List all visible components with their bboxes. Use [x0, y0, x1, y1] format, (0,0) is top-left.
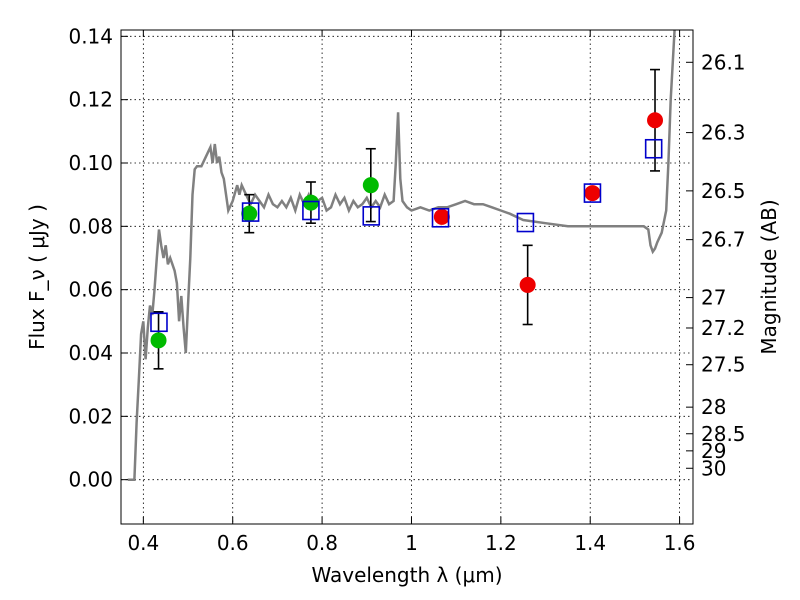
data-point	[647, 112, 664, 129]
data-point	[241, 205, 258, 222]
mag-tick-label: 28	[701, 395, 726, 419]
mag-tick-label: 27.5	[701, 353, 746, 377]
mag-tick-label: 27	[701, 286, 726, 310]
y-tick-label: 0.02	[68, 404, 113, 428]
y-tick-label: 0.08	[68, 214, 113, 238]
model-point	[241, 202, 260, 222]
y-axis-ticks: 0.00 0.02 0.04 0.06 0.08 0.10 0.12 0.14	[68, 24, 128, 492]
data-markers	[150, 112, 664, 349]
mag-tick-label: 26.5	[701, 179, 746, 203]
x-tick-label: 1	[405, 531, 418, 555]
model-point	[362, 206, 381, 226]
x-tick-label: 1.4	[574, 531, 606, 555]
mag-tick-label: 26.7	[701, 228, 746, 252]
data-point	[433, 208, 450, 225]
model-point	[644, 138, 663, 159]
y-tick-label: 0.14	[68, 24, 113, 48]
model-point	[150, 312, 168, 333]
plot-frame	[120, 29, 694, 525]
grid-lines	[121, 30, 693, 524]
x-tick-label: 0.8	[306, 531, 338, 555]
y-tick-label: 0.06	[68, 278, 113, 302]
mag-tick-label: 28.5	[701, 422, 746, 446]
data-point	[362, 177, 379, 194]
plot-area	[127, 30, 676, 481]
y-tick-label: 0.12	[68, 88, 113, 112]
x-tick-label: 0.4	[127, 531, 159, 555]
y-axis-label-right: Magnitude (AB)	[757, 199, 781, 354]
model-point	[516, 212, 535, 233]
data-point	[584, 185, 601, 202]
x-tick-label: 1.6	[664, 531, 696, 555]
mag-tick-label: 30	[701, 456, 726, 480]
model-spectrum-line	[127, 30, 676, 481]
y-tick-label: 0.00	[68, 468, 113, 492]
x-tick-label: 0.6	[217, 531, 249, 555]
mag-tick-label: 27.2	[701, 316, 746, 340]
data-point	[150, 332, 167, 349]
error-bars	[153, 68, 661, 370]
data-point	[302, 194, 319, 211]
x-axis-ticks: 0.4 0.6 0.8 1 1.2 1.4 1.6	[127, 30, 696, 555]
y-tick-label: 0.10	[68, 151, 113, 175]
x-tick-label: 1.2	[485, 531, 517, 555]
mag-tick-label: 26.1	[701, 50, 746, 74]
mag-tick-label: 29	[701, 439, 726, 463]
mag-tick-label: 26.3	[701, 121, 746, 145]
data-point	[519, 276, 536, 293]
x-axis-label: Wavelength λ (μm)	[311, 563, 502, 587]
y-axis-label-left: Flux F_ν ( μJy )	[25, 204, 49, 350]
y-tick-label: 0.04	[68, 341, 113, 365]
model-point	[583, 183, 602, 203]
model-point	[302, 200, 320, 221]
model-point	[431, 207, 450, 228]
